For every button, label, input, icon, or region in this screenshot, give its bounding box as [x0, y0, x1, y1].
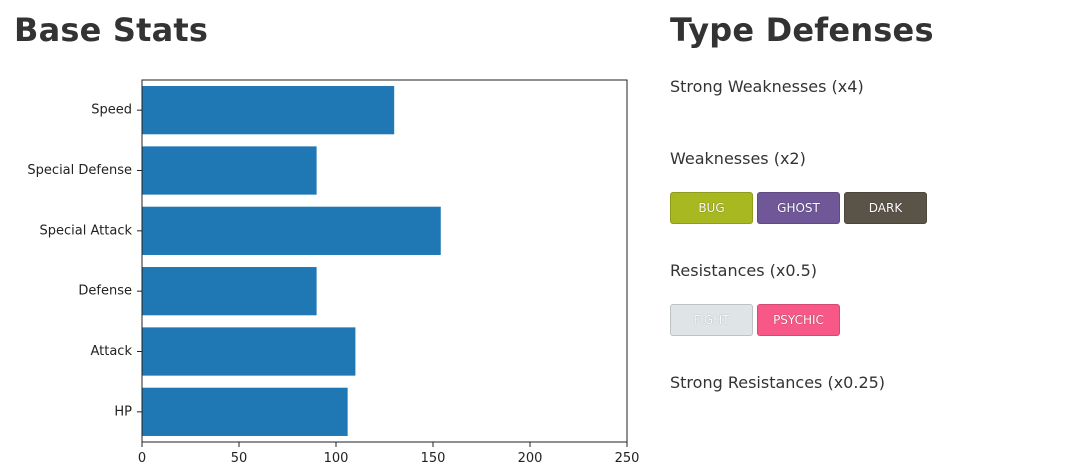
weaknesses-section: Weaknesses (x2) BUG GHOST DARK — [670, 148, 1080, 224]
strong-resistances-section: Strong Resistances (x0.25) — [670, 372, 1080, 394]
type-badge-psychic: PSYCHIC — [757, 304, 840, 336]
y-tick-label-attack: Attack — [90, 344, 132, 359]
weaknesses-title: Weaknesses (x2) — [670, 149, 806, 168]
x-tick-label-250: 250 — [615, 451, 640, 466]
weaknesses-badges: BUG GHOST DARK — [670, 192, 927, 224]
bar-hp — [142, 387, 348, 436]
bar-attack — [142, 327, 356, 376]
resistances-title: Resistances (x0.5) — [670, 261, 818, 280]
bar-special-attack — [142, 206, 441, 255]
base-stats-chart-svg: HP Attack Defense Special Attack Special Def… — [27, 79, 640, 466]
x-tick-label-150: 150 — [421, 451, 446, 466]
type-defenses-panel: Strong Weaknesses (x4) Weaknesses (x2) B… — [670, 76, 1080, 466]
resistances-section: Resistances (x0.5) FIGHT PSYCHIC — [670, 260, 1080, 336]
y-tick-label-defense: Defense — [78, 284, 132, 299]
strong-resistances-title: Strong Resistances (x0.25) — [670, 373, 886, 392]
bar-speed — [142, 86, 395, 135]
y-tick-label-special-defense: Special Defense — [27, 163, 132, 178]
type-badge-ghost: GHOST — [757, 192, 840, 224]
x-tick-label-0: 0 — [138, 451, 146, 466]
strong-weaknesses-section: Strong Weaknesses (x4) — [670, 76, 1080, 98]
type-badge-dark: DARK — [844, 192, 927, 224]
x-tick-label-50: 50 — [231, 451, 248, 466]
bar-defense — [142, 267, 317, 316]
strong-weaknesses-title: Strong Weaknesses (x4) — [670, 77, 864, 96]
y-tick-label-special-attack: Special Attack — [40, 223, 133, 238]
y-tick-label-speed: Speed — [91, 103, 132, 118]
base-stats-title: Base Stats — [14, 11, 209, 49]
x-tick-label-200: 200 — [518, 451, 543, 466]
type-badge-bug: BUG — [670, 192, 753, 224]
plot-frame — [141, 79, 628, 443]
type-badge-fight: FIGHT — [670, 304, 753, 336]
resistances-badges: FIGHT PSYCHIC — [670, 304, 840, 336]
y-tick-label-hp: HP — [114, 404, 132, 419]
type-defenses-title: Type Defenses — [670, 11, 934, 49]
bar-special-defense — [142, 146, 317, 195]
x-tick-label-100: 100 — [324, 451, 349, 466]
base-stats-chart: HP Attack Defense Special Attack Special Def… — [0, 70, 640, 476]
